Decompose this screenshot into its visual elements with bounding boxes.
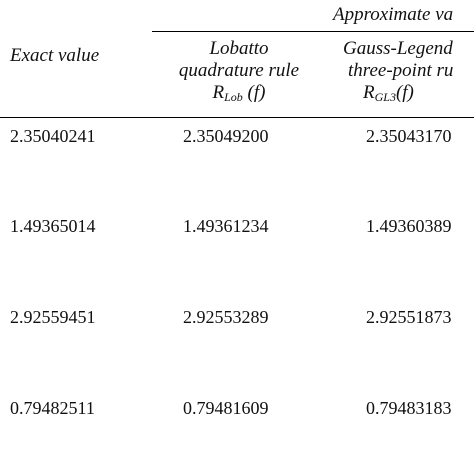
gauss-header-line2: three-point ru	[348, 60, 454, 81]
row-3-gauss: 2.92551873	[366, 307, 452, 327]
row-4-gauss: 0.79483183	[366, 398, 452, 418]
gauss-symbol-arg: (f)	[395, 82, 414, 103]
group-header-rule	[152, 31, 474, 32]
gauss-header-symbol: RGL3(f)	[343, 82, 474, 108]
row-1-lobatto: 2.35049200	[183, 126, 269, 146]
lobatto-header-symbol: RLob (f)	[152, 82, 326, 108]
lobatto-symbol-arg: (f)	[242, 82, 266, 103]
gauss-symbol-sub: GL3	[374, 90, 396, 104]
group-header-approximate: Approximate va	[333, 4, 454, 25]
column-header-exact-value: Exact value	[10, 45, 100, 66]
row-2-gauss: 1.49360389	[366, 216, 452, 236]
lobatto-header-line1: Lobatto	[209, 38, 269, 59]
gauss-symbol-main: R	[363, 82, 375, 103]
column-header-gauss-legendre: Gauss-Legend three-point ru RGL3(f)	[343, 38, 474, 108]
row-3-lobatto: 2.92553289	[183, 307, 269, 327]
lobatto-symbol-sub: Lob	[224, 90, 243, 104]
lobatto-symbol-main: R	[212, 82, 225, 103]
row-1-exact: 2.35040241	[10, 126, 96, 146]
row-1-gauss: 2.35043170	[366, 126, 452, 146]
row-3-exact: 2.92559451	[10, 307, 96, 327]
lobatto-header-line2: quadrature rule	[178, 60, 300, 81]
column-header-lobatto: Lobatto quadrature rule RLob (f)	[152, 38, 326, 108]
row-2-exact: 1.49365014	[10, 216, 96, 236]
header-bottom-rule	[0, 117, 474, 118]
row-4-exact: 0.79482511	[10, 398, 95, 418]
row-2-lobatto: 1.49361234	[183, 216, 269, 236]
gauss-header-line1: Gauss-Legend	[343, 38, 453, 59]
row-4-lobatto: 0.79481609	[183, 398, 269, 418]
